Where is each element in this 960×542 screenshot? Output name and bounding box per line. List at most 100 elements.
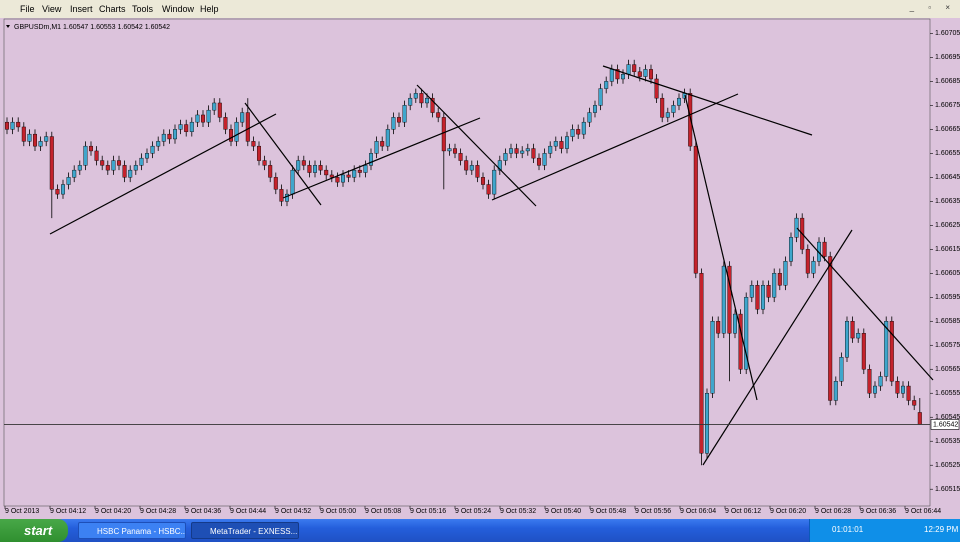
x-tick-label: 9 Oct 04:36 [185, 508, 221, 515]
menu-item[interactable]: Tools [132, 4, 154, 14]
task-button[interactable]: MetaTrader - EXNESS... [191, 522, 299, 539]
candle-body [161, 133, 166, 142]
candle-body [413, 93, 418, 99]
candle-body [822, 241, 827, 257]
candle-body [335, 177, 340, 183]
menu-item[interactable]: View [42, 4, 62, 14]
candle-body [172, 129, 177, 140]
menu-item[interactable]: Window [162, 4, 195, 14]
candle-body [542, 153, 547, 166]
menu-item[interactable]: Charts [99, 4, 126, 14]
menu-item[interactable]: File [20, 4, 35, 14]
candle-body [587, 112, 592, 123]
trendline [49, 113, 277, 235]
candle-body [290, 169, 295, 195]
candle-body [88, 145, 93, 152]
candle-body [139, 157, 144, 166]
y-tick-label: 1.60555 [935, 390, 960, 397]
candle-body [341, 174, 346, 183]
candle-body [116, 160, 121, 166]
menu-item[interactable]: Help [200, 4, 219, 14]
candle-body [626, 64, 631, 75]
candle-body [262, 160, 267, 166]
candle-body [850, 321, 855, 339]
chart-background [0, 18, 960, 519]
candle-body [777, 273, 782, 286]
candle-body [83, 145, 88, 166]
candle-body [912, 400, 917, 406]
candle-body [901, 385, 906, 394]
candle-body [744, 297, 749, 370]
candle-body [100, 160, 105, 166]
candle-body [133, 165, 138, 171]
y-tick-label: 1.60605 [935, 270, 960, 277]
menu-item[interactable]: Insert [70, 4, 93, 14]
candle-body [72, 169, 77, 178]
candle-body [441, 117, 446, 152]
trendline [702, 229, 853, 466]
candle-body [200, 114, 205, 123]
candle-body [755, 285, 760, 310]
candle-body [766, 285, 771, 298]
candle-body [273, 177, 278, 190]
candle-body [649, 69, 654, 80]
candle-body [184, 124, 189, 132]
candle-body [828, 256, 833, 401]
candle-body [352, 169, 357, 178]
window-controls[interactable]: _ ▫ × [909, 3, 956, 12]
plot-frame [3, 18, 931, 507]
candle-body [268, 165, 273, 178]
candle-body [721, 265, 726, 334]
y-tick-label: 1.60625 [935, 222, 960, 229]
x-tick-label: 9 Oct 2013 [5, 508, 39, 515]
x-tick-label: 9 Oct 05:16 [410, 508, 446, 515]
clock: 12:29 PM [924, 525, 959, 534]
x-tick-label: 9 Oct 05:08 [365, 508, 401, 515]
candle-body [772, 273, 777, 298]
x-tick-label: 9 Oct 04:52 [275, 508, 311, 515]
candle-body [570, 129, 575, 137]
x-tick-label: 9 Oct 06:44 [905, 508, 941, 515]
title-arrow [6, 25, 10, 28]
candle-body [598, 88, 603, 106]
candle-body [492, 169, 497, 195]
candle-body [357, 169, 362, 173]
x-tick-label: 9 Oct 04:12 [50, 508, 86, 515]
start-button[interactable]: start [0, 519, 68, 542]
candle-body [604, 81, 609, 89]
x-tick-label: 9 Oct 05:48 [590, 508, 626, 515]
candle-body [167, 133, 172, 140]
candle-body [453, 148, 458, 154]
candle-body [257, 145, 262, 161]
y-tick-label: 1.60695 [935, 54, 960, 61]
candle-body [867, 369, 872, 394]
candle-body [228, 129, 233, 142]
candle-body [122, 165, 127, 178]
candle-body [486, 184, 491, 195]
candle-body [4, 121, 9, 130]
chart-title: GBPUSDm,M1 1.60547 1.60553 1.60542 1.605… [14, 24, 170, 31]
task-button[interactable]: HSBC Panama - HSBC... [78, 522, 186, 539]
candle-body [559, 141, 564, 149]
candle-body [156, 141, 161, 147]
candle-body [374, 141, 379, 154]
trendline [684, 94, 758, 401]
candle-body [385, 129, 390, 147]
candle-body [509, 148, 514, 154]
x-tick-label: 9 Oct 06:36 [860, 508, 896, 515]
candle-body [469, 165, 474, 171]
y-tick-label: 1.60585 [935, 318, 960, 325]
candle-body [251, 141, 256, 147]
candle-body [906, 385, 911, 401]
candle-body [643, 69, 648, 77]
candle-body [531, 148, 536, 159]
candle-body [783, 261, 788, 286]
candle-body [38, 141, 43, 147]
candle-body [537, 157, 542, 166]
candle-body [240, 112, 245, 123]
candle-body [632, 64, 637, 72]
candle-body [889, 321, 894, 382]
x-tick-label: 9 Oct 06:20 [770, 508, 806, 515]
candle-body [307, 165, 312, 173]
